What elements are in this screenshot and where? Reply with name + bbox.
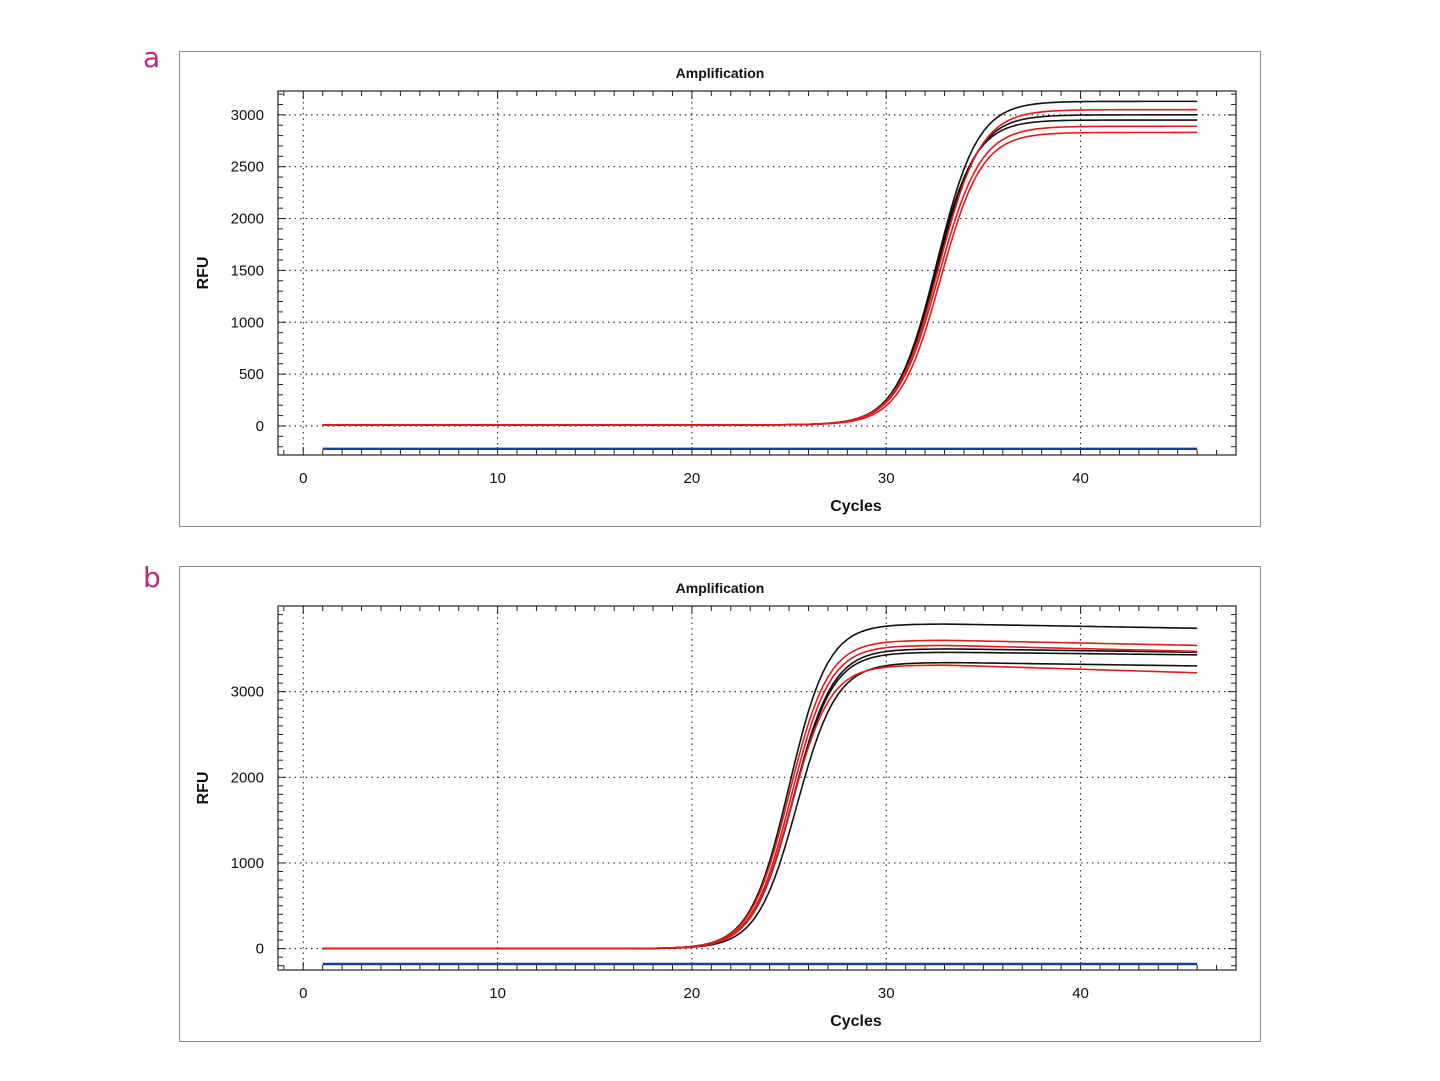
chart-b-plot-border <box>277 605 1237 971</box>
chart-a-x-tick-label: 0 <box>299 470 307 487</box>
chart-a-svg: Amplification 0 10 20 30 40 0 500 1000 1500 2000 25… <box>195 65 1237 515</box>
chart-a-y-tick-label: 2000 <box>231 211 264 228</box>
chart-a-series-red-4 <box>322 108 1198 426</box>
chart-b-x-tick-label: 0 <box>299 985 307 1002</box>
chart-a-x-tick-label: 10 <box>489 470 506 487</box>
chart-b-x-tick-label: 10 <box>489 985 506 1002</box>
chart-a-series-black-3 <box>322 119 1198 426</box>
panel-letter-a: a <box>143 41 161 74</box>
chart-a-y-tick-label: 0 <box>256 418 264 435</box>
chart-a-x-tick-label: 20 <box>684 470 701 487</box>
chart-b-series-black-2 <box>322 648 1198 950</box>
chart-a-x-tick-label: 30 <box>878 470 895 487</box>
chart-a-y-tick-label: 2500 <box>231 159 264 176</box>
chart-b-y-tick-label: 1000 <box>231 855 264 872</box>
chart-a-frame: Amplification 0 10 20 30 40 0 500 1000 1500 2000 25… <box>179 51 1261 527</box>
chart-b-y-tick-label: 3000 <box>231 684 264 701</box>
chart-b-svg: Amplification 0 10 20 30 40 0 1000 2000 3000 Cycle… <box>195 580 1237 1030</box>
chart-a-y-axis-label: RFU <box>195 257 212 290</box>
chart-a-series-black-1 <box>322 100 1198 426</box>
chart-b-x-tick-label: 30 <box>878 985 895 1002</box>
chart-a-series-red-5 <box>322 125 1198 426</box>
chart-b-x-tick-label: 40 <box>1072 985 1089 1002</box>
chart-b-x-axis-label: Cycles <box>830 1013 882 1030</box>
chart-b-y-tick-label: 0 <box>256 941 264 958</box>
chart-b-y-axis-label: RFU <box>195 772 212 805</box>
chart-a-title: Amplification <box>676 65 765 81</box>
chart-b-title: Amplification <box>676 580 765 596</box>
chart-a-plot-border <box>277 90 1237 456</box>
chart-b-x-tick-label: 20 <box>684 985 701 1002</box>
chart-a-y-tick-label: 1500 <box>231 262 264 279</box>
chart-a-series-red-6 <box>322 131 1198 426</box>
chart-a-y-tick-label: 1000 <box>231 314 264 331</box>
chart-a-y-tick-label: 3000 <box>231 107 264 124</box>
chart-a-y-tick-label: 500 <box>239 366 264 383</box>
chart-a-x-axis-label: Cycles <box>830 498 882 515</box>
chart-b-series-black-4 <box>322 661 1198 950</box>
chart-b-series-black-3 <box>322 651 1198 950</box>
chart-a-x-tick-label: 40 <box>1072 470 1089 487</box>
chart-b-y-tick-label: 2000 <box>231 769 264 786</box>
panel-letter-b: b <box>143 561 161 594</box>
chart-b-series-red-7 <box>322 664 1198 950</box>
chart-b-frame: Amplification 0 10 20 30 40 0 1000 2000 3000 Cycle… <box>179 566 1261 1042</box>
